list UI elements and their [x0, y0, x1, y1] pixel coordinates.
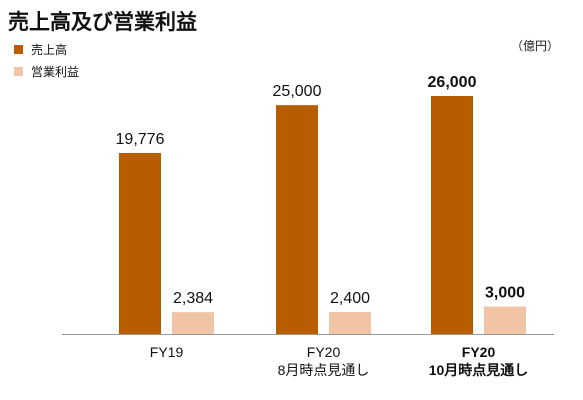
legend-label-operating-profit: 営業利益 [31, 64, 80, 79]
bar-operating-profit-0 [172, 312, 214, 334]
legend-swatch-sales [14, 44, 23, 54]
x-tick-label-0-0: FY19 [150, 344, 184, 360]
x-tick-label-1-0: FY20 [307, 344, 341, 360]
chart-title: 売上高及び営業利益 [8, 10, 197, 34]
data-label-operating-profit-1: 2,400 [330, 290, 370, 307]
legend-item-operating-profit: 営業利益 [14, 62, 79, 80]
legend-swatch-operating-profit [14, 66, 23, 76]
data-label-sales-0: 19,776 [116, 131, 165, 148]
legend-label-sales: 売上高 [31, 42, 68, 57]
data-label-operating-profit-2: 3,000 [485, 285, 525, 302]
data-label-operating-profit-0: 2,384 [173, 290, 213, 307]
x-tick-label-2-1: 10月時点見通し [429, 362, 529, 378]
legend: 売上高 営業利益 [14, 40, 79, 84]
bar-operating-profit-2 [484, 306, 526, 334]
data-label-sales-1: 25,000 [273, 83, 322, 100]
x-tick-label-1-1: 8月時点見通し [278, 362, 370, 378]
legend-item-sales: 売上高 [14, 40, 79, 58]
x-tick-label-2-0: FY20 [462, 344, 496, 360]
bar-sales-1 [276, 105, 318, 335]
data-label-sales-2: 26,000 [428, 74, 477, 91]
bar-sales-0 [119, 152, 161, 334]
unit-label: （億円） [510, 39, 559, 53]
bar-operating-profit-1 [329, 312, 371, 334]
bar-sales-2 [431, 96, 473, 334]
